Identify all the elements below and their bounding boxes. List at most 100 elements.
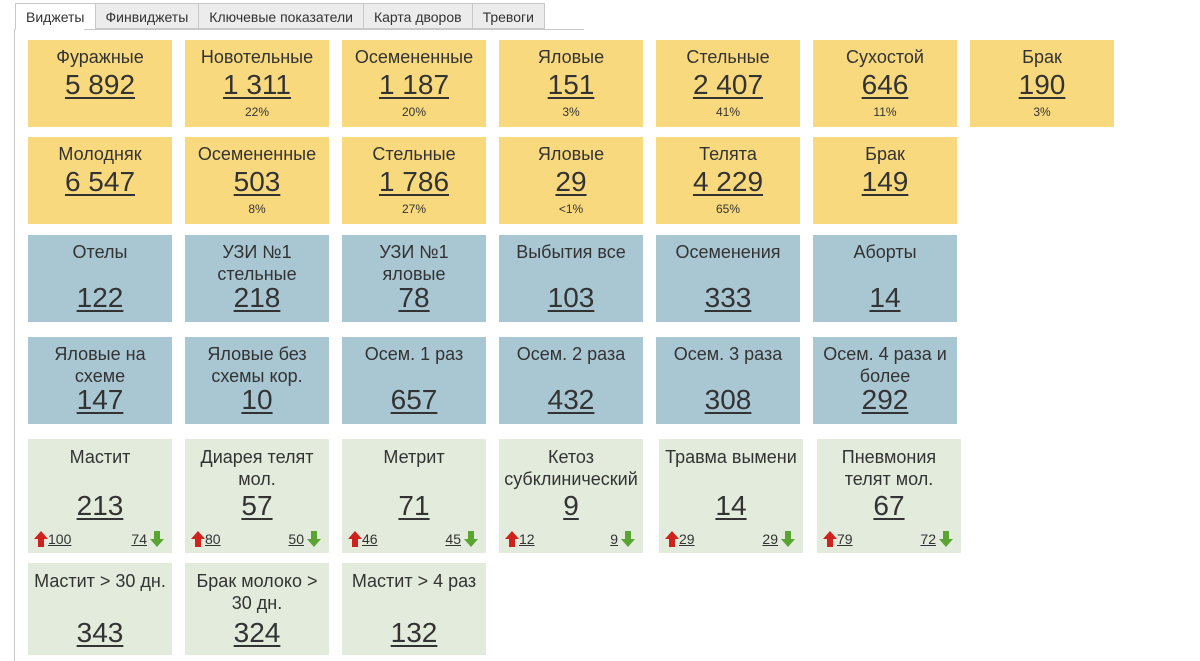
widget-value[interactable]: 1 187 [342, 69, 486, 101]
widget-value-link[interactable]: 151 [547, 69, 595, 100]
widget-value[interactable]: 103 [499, 282, 643, 314]
widget-value-link[interactable]: 71 [398, 490, 430, 521]
trend-down-value[interactable]: 50 [288, 531, 304, 547]
trend-up-value[interactable]: 46 [362, 531, 378, 547]
widget-value-link[interactable]: 14 [715, 490, 747, 521]
widget-value[interactable]: 71 [342, 490, 486, 522]
widget-value[interactable]: 1 311 [185, 69, 329, 101]
widget-value[interactable]: 190 [970, 69, 1114, 101]
widget-tile[interactable]: Брак 190 3% [970, 40, 1114, 127]
widget-tile[interactable]: Травма вымени 14 29 29 [659, 439, 803, 553]
trend-down-value[interactable]: 45 [445, 531, 461, 547]
widget-value-link[interactable]: 57 [241, 490, 273, 521]
widget-tile[interactable]: Яловые без схемы кор. 10 [185, 337, 329, 424]
widget-value-link[interactable]: 9 [563, 490, 579, 521]
widget-value-link[interactable]: 343 [76, 617, 124, 648]
widget-value-link[interactable]: 324 [233, 617, 281, 648]
widget-value[interactable]: 333 [656, 282, 800, 314]
trend-down[interactable]: 72 [920, 531, 953, 547]
widget-value-link[interactable]: 103 [547, 282, 595, 313]
widget-tile[interactable]: Мастит > 30 дн. 343 [28, 563, 172, 655]
widget-tile[interactable]: Новотельные 1 311 22% [185, 40, 329, 127]
widget-value[interactable]: 1 786 [342, 166, 486, 198]
widget-value-link[interactable]: 4 229 [692, 166, 764, 197]
tab-yard-map[interactable]: Карта дворов [363, 3, 473, 29]
widget-value-link[interactable]: 432 [547, 384, 595, 415]
trend-up-value[interactable]: 79 [837, 531, 853, 547]
widget-value-link[interactable]: 2 407 [692, 69, 764, 100]
widget-value[interactable]: 14 [659, 490, 803, 522]
widget-value-link[interactable]: 149 [861, 166, 909, 197]
widget-value[interactable]: 646 [813, 69, 957, 101]
widget-value[interactable]: 503 [185, 166, 329, 198]
widget-value[interactable]: 78 [342, 282, 486, 314]
widget-tile[interactable]: Осем. 2 раза 432 [499, 337, 643, 424]
widget-value-link[interactable]: 292 [861, 384, 909, 415]
widget-value-link[interactable]: 1 311 [223, 69, 291, 100]
widget-value-link[interactable]: 213 [76, 490, 124, 521]
widget-tile[interactable]: Стельные 1 786 27% [342, 137, 486, 224]
widget-tile[interactable]: Выбытия все 103 [499, 235, 643, 322]
widget-value[interactable]: 308 [656, 384, 800, 416]
widget-tile[interactable]: Пневмония телят мол. 67 79 72 [817, 439, 961, 553]
widget-tile[interactable]: Сухостой 646 11% [813, 40, 957, 127]
trend-up-value[interactable]: 100 [48, 531, 72, 547]
trend-up[interactable]: 80 [191, 531, 221, 547]
widget-tile[interactable]: Яловые 29 <1% [499, 137, 643, 224]
widget-tile[interactable]: Диарея телят мол. 57 80 50 [185, 439, 329, 553]
trend-up[interactable]: 100 [34, 531, 71, 547]
widget-value-link[interactable]: 147 [76, 384, 124, 415]
widget-value-link[interactable]: 218 [233, 282, 281, 313]
widget-value[interactable]: 57 [185, 490, 329, 522]
widget-value-link[interactable]: 657 [390, 384, 438, 415]
widget-value[interactable]: 324 [185, 617, 329, 649]
widget-tile[interactable]: Осемененные 1 187 20% [342, 40, 486, 127]
trend-up[interactable]: 46 [348, 531, 378, 547]
widget-tile[interactable]: Мастит 213 100 74 [28, 439, 172, 553]
widget-tile[interactable]: Аборты 14 [813, 235, 957, 322]
widget-tile[interactable]: УЗИ №1 стельные 218 [185, 235, 329, 322]
widget-tile[interactable]: Молодняк 6 547 [28, 137, 172, 224]
widget-tile[interactable]: Фуражные 5 892 [28, 40, 172, 127]
trend-down[interactable]: 45 [445, 531, 478, 547]
widget-tile[interactable]: Отелы 122 [28, 235, 172, 322]
widget-value-link[interactable]: 1 786 [378, 166, 450, 197]
trend-down-value[interactable]: 72 [920, 531, 936, 547]
widget-value-link[interactable]: 1 187 [378, 69, 450, 100]
widget-value-link[interactable]: 132 [390, 617, 438, 648]
widget-value-link[interactable]: 10 [241, 384, 273, 415]
tab-key-indicators[interactable]: Ключевые показатели [199, 3, 364, 29]
tab-widgets[interactable]: Виджеты [15, 3, 96, 30]
widget-value[interactable]: 213 [28, 490, 172, 522]
widget-value-link[interactable]: 503 [233, 166, 281, 197]
widget-value[interactable]: 432 [499, 384, 643, 416]
widget-tile[interactable]: Брак 149 [813, 137, 957, 224]
widget-value-link[interactable]: 78 [398, 282, 430, 313]
widget-tile[interactable]: Осем. 4 раза и более 292 [813, 337, 957, 424]
widget-value[interactable]: 67 [817, 490, 961, 522]
trend-down[interactable]: 50 [288, 531, 321, 547]
widget-tile[interactable]: Метрит 71 46 45 [342, 439, 486, 553]
widget-value[interactable]: 292 [813, 384, 957, 416]
widget-value-link[interactable]: 122 [76, 282, 124, 313]
trend-down[interactable]: 74 [131, 531, 164, 547]
widget-value-link[interactable]: 190 [1018, 69, 1066, 100]
trend-up-value[interactable]: 12 [519, 531, 535, 547]
widget-value[interactable]: 5 892 [28, 69, 172, 101]
widget-tile[interactable]: Стельные 2 407 41% [656, 40, 800, 127]
trend-down-value[interactable]: 9 [610, 531, 618, 547]
widget-tile[interactable]: Осеменения 333 [656, 235, 800, 322]
tab-fin-widgets[interactable]: Финвиджеты [95, 3, 200, 29]
trend-up[interactable]: 79 [823, 531, 853, 547]
widget-value-link[interactable]: 29 [555, 166, 587, 197]
trend-down-value[interactable]: 74 [131, 531, 147, 547]
widget-value-link[interactable]: 646 [861, 69, 909, 100]
widget-value[interactable]: 343 [28, 617, 172, 649]
trend-up-value[interactable]: 80 [205, 531, 221, 547]
widget-tile[interactable]: Телята 4 229 65% [656, 137, 800, 224]
widget-value-link[interactable]: 5 892 [64, 69, 136, 100]
widget-value[interactable]: 218 [185, 282, 329, 314]
widget-value[interactable]: 147 [28, 384, 172, 416]
widget-value[interactable]: 9 [499, 490, 643, 522]
widget-value[interactable]: 14 [813, 282, 957, 314]
